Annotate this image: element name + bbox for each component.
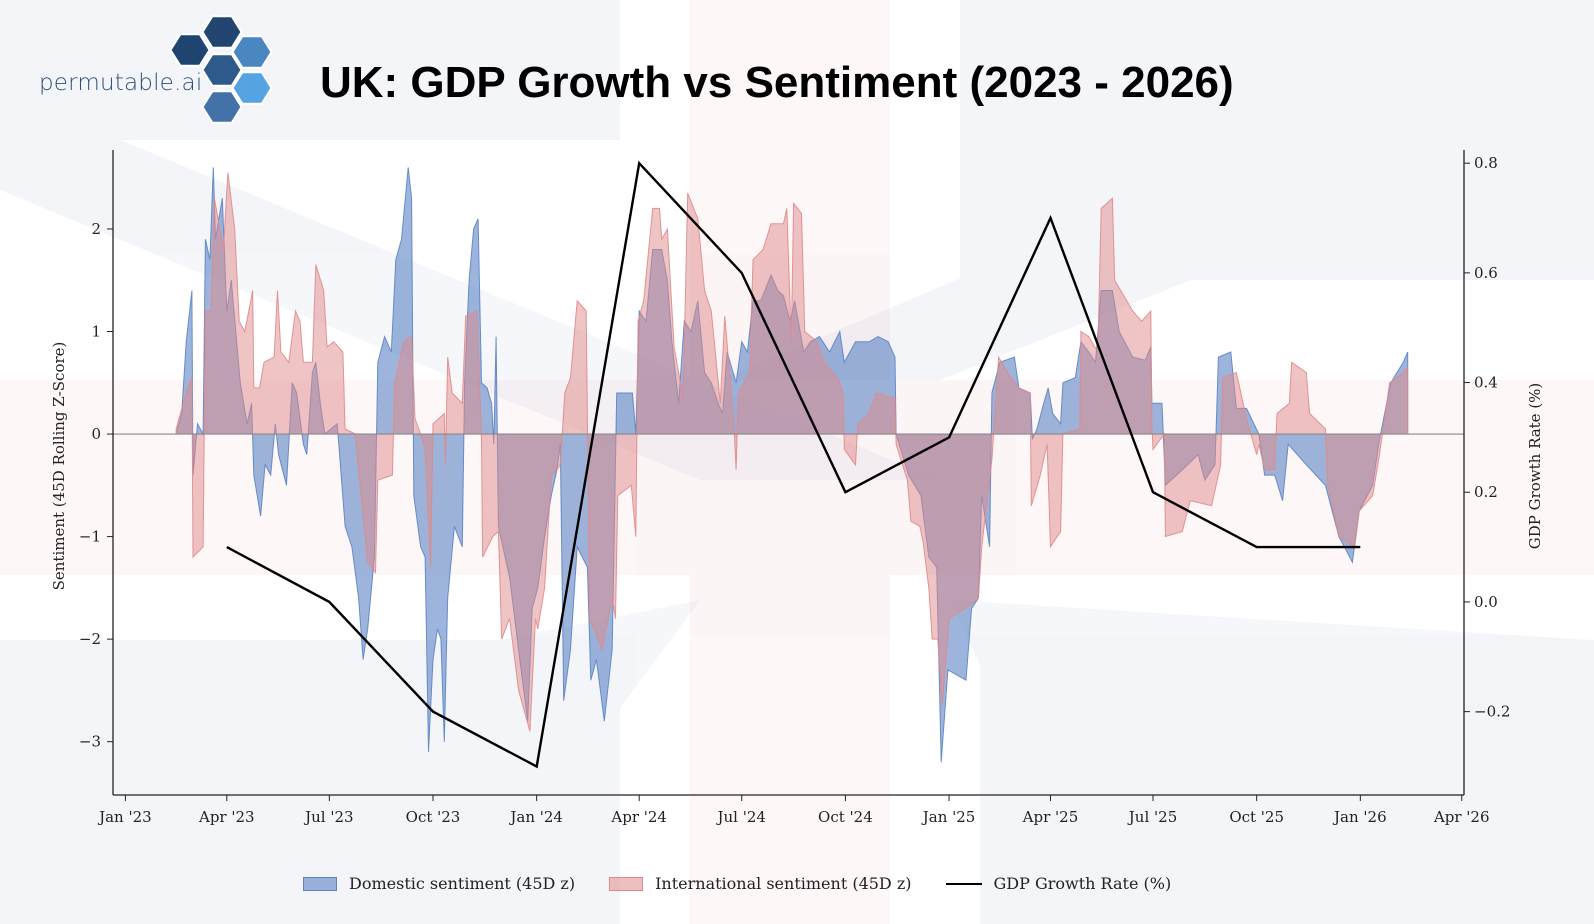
x-tick-label: Oct '23 (406, 808, 461, 826)
y-left-tick-label: 2 (91, 220, 101, 238)
logo-hexagon (201, 15, 243, 49)
x-tick-label: Jul '23 (303, 808, 353, 826)
logo-hexagon (231, 35, 273, 69)
legend-label-gdp: GDP Growth Rate (%) (993, 874, 1172, 893)
x-tick-label: Jan '24 (508, 808, 563, 826)
y-right-tick-label: 0.0 (1474, 593, 1498, 611)
y-right-tick-label: 0.8 (1474, 154, 1498, 172)
international-sentiment-area (175, 172, 1409, 732)
legend-label-international: International sentiment (45D z) (655, 874, 912, 893)
x-tick-label: Jan '23 (97, 808, 152, 826)
x-tick-label: Apr '23 (198, 808, 255, 826)
y-axis-left-label: Sentiment (45D Rolling Z-Score) (50, 342, 68, 591)
y-right-tick-label: 0.4 (1474, 374, 1498, 392)
x-tick-label: Apr '26 (1433, 808, 1490, 826)
permutable-logo-hexagons (169, 15, 273, 124)
logo-hexagon (201, 53, 243, 87)
y-axis-right-label: GDP Growth Rate (%) (1526, 383, 1544, 550)
x-tick-label: Jan '25 (921, 808, 976, 826)
logo-hexagon (231, 71, 273, 105)
legend-swatch-international (609, 876, 644, 891)
legend-item-gdp: GDP Growth Rate (%) (945, 874, 1172, 893)
legend-swatch-domestic (303, 876, 337, 891)
legend-swatch-gdp (945, 882, 982, 885)
x-tick-label: Oct '25 (1229, 808, 1284, 826)
x-tick-label: Oct '24 (818, 808, 873, 826)
x-tick-label: Jul '24 (716, 808, 766, 826)
x-tick-label: Apr '24 (610, 808, 667, 826)
y-right-tick-label: −0.2 (1474, 703, 1510, 721)
y-left-tick-label: −1 (79, 528, 101, 546)
y-right-tick-label: 0.2 (1474, 483, 1498, 501)
y-left-tick-label: −2 (79, 630, 101, 648)
legend-item-international: International sentiment (45D z) (609, 874, 912, 893)
x-tick-label: Apr '25 (1022, 808, 1079, 826)
chart-title: UK: GDP Growth vs Sentiment (2023 - 2026… (320, 58, 1234, 107)
gdp-growth-line (226, 160, 1361, 769)
y-left-tick-label: −3 (79, 733, 101, 751)
x-tick-label: Jan '26 (1332, 808, 1387, 826)
y-left-tick-label: 0 (91, 425, 101, 443)
legend-item-domestic: Domestic sentiment (45D z) (303, 874, 575, 893)
y-right-tick-label: 0.6 (1474, 264, 1498, 282)
y-left-tick-label: 1 (91, 323, 101, 341)
legend-label-domestic: Domestic sentiment (45D z) (349, 874, 576, 893)
logo-hexagon (201, 90, 243, 124)
permutable-logo-text: permutable.ai (39, 70, 203, 96)
x-tick-label: Jul '25 (1127, 808, 1177, 826)
logo-hexagon (169, 33, 211, 67)
legend: Domestic sentiment (45D z) International… (303, 874, 1205, 893)
